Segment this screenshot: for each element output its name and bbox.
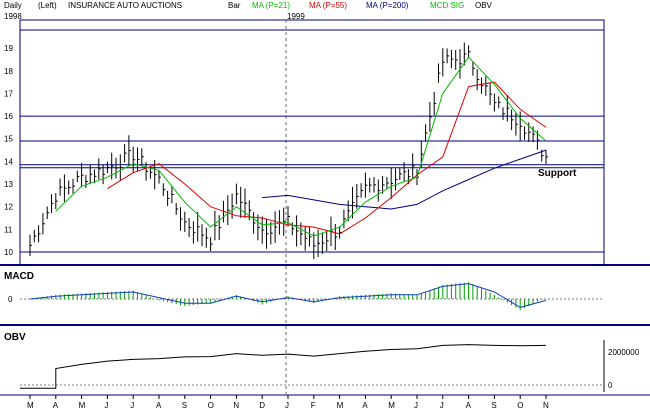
price-tick-label: 15: [4, 135, 13, 144]
macd-panel-title: MACD: [4, 271, 34, 282]
header-period: Daily: [4, 1, 22, 10]
macd-signal-line: [29, 283, 547, 308]
obv-line: [20, 344, 547, 389]
price-panel: 10 11 12 13 14 15 16 17 18 19: [4, 29, 604, 260]
price-panel-frame: [19, 19, 605, 266]
month-label: A: [362, 401, 368, 410]
price-tick-label: 13: [4, 180, 13, 189]
month-label: M: [79, 401, 86, 410]
month-label: D: [259, 401, 265, 410]
legend-ma55: MA (P=55): [309, 1, 347, 10]
month-label: J: [440, 401, 444, 410]
support-annotation: Support: [538, 168, 577, 179]
month-label: J: [285, 401, 289, 410]
year-label-start: 1998: [4, 12, 22, 21]
month-label: O: [517, 401, 523, 410]
legend-mcd-sig: MCD SIG: [430, 1, 464, 10]
obv-panel-title: OBV: [4, 332, 26, 343]
ma200-line: [262, 149, 547, 210]
header-style: Bar: [228, 1, 241, 10]
header-side: (Left): [38, 1, 57, 10]
price-tick-label: 18: [4, 67, 13, 76]
month-label: A: [466, 401, 472, 410]
month-label: J: [414, 401, 418, 410]
price-tick-label: 17: [4, 89, 13, 98]
month-label: M: [337, 401, 344, 410]
year-label-mid: 1999: [287, 12, 305, 21]
header-name: INSURANCE AUTO AUCTIONS: [68, 1, 182, 10]
month-label: M: [388, 401, 395, 410]
month-label: O: [208, 401, 214, 410]
price-tick-label: 12: [4, 203, 13, 212]
ma21-line: [55, 56, 547, 237]
obv-tick-label: 2000000: [608, 348, 640, 357]
month-label: A: [53, 401, 59, 410]
macd-panel: 0: [8, 282, 604, 311]
price-tick-label: 14: [4, 157, 13, 166]
month-label: J: [130, 401, 134, 410]
price-tick-label: 11: [4, 225, 13, 234]
price-tick-label: 16: [4, 112, 13, 121]
month-label: F: [311, 401, 316, 410]
price-tick-label: 19: [4, 44, 13, 53]
ma55-line: [107, 81, 547, 235]
obv-tick-label: 0: [608, 381, 613, 390]
legend-ma200: MA (P=200): [366, 1, 409, 10]
legend-obv: OBV: [475, 1, 493, 10]
month-label: S: [182, 401, 187, 410]
month-label: N: [233, 401, 239, 410]
legend-ma21: MA (P=21): [252, 1, 290, 10]
price-tick-label: 10: [4, 248, 13, 257]
month-label: M: [27, 401, 34, 410]
obv-panel: 2000000 0: [20, 340, 640, 392]
month-label: J: [104, 401, 108, 410]
macd-tick-label: 0: [8, 295, 13, 304]
month-label: S: [491, 401, 496, 410]
month-label: A: [156, 401, 162, 410]
month-label: N: [543, 401, 549, 410]
